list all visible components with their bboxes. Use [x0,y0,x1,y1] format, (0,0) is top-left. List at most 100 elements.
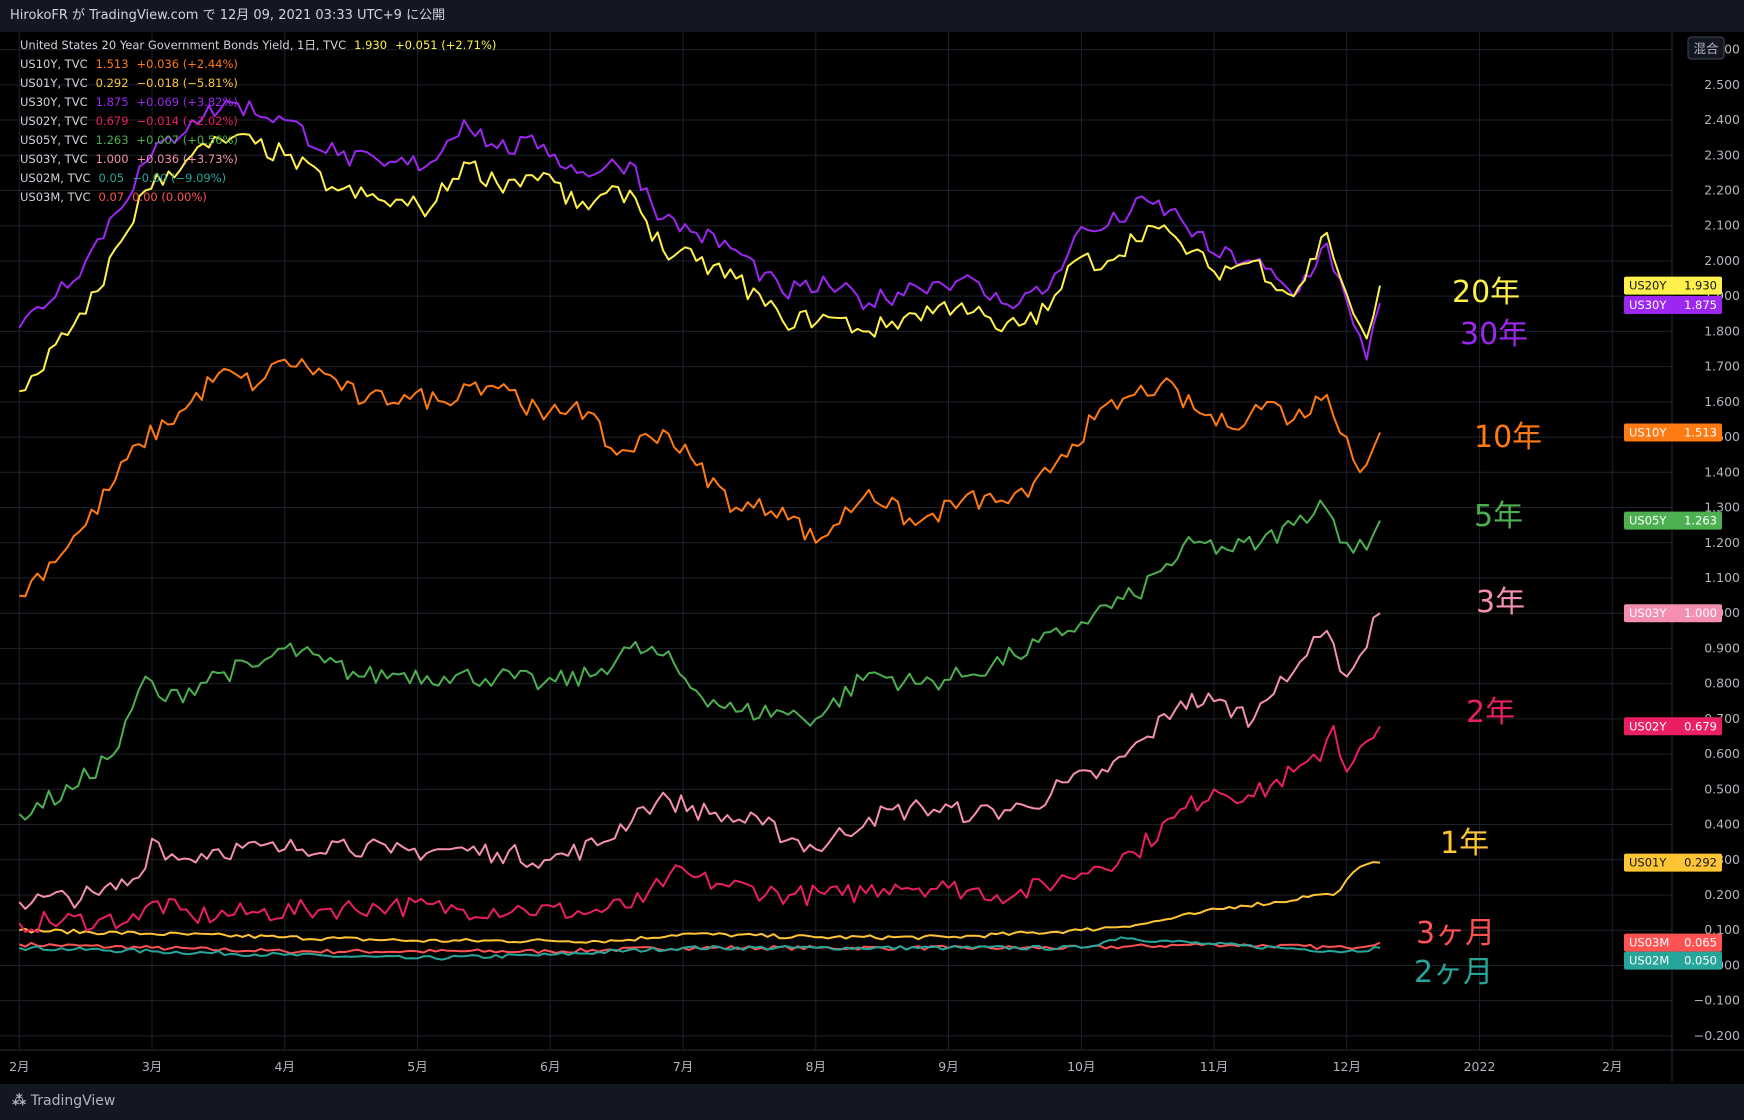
badge-value: 0.679 [1684,719,1717,733]
x-tick-label: 3月 [142,1059,162,1074]
tradingview-brand: TradingView [30,1093,116,1109]
annotation-us20y: 20年 [1452,275,1520,310]
y-tick-label: 1.600 [1704,394,1740,409]
x-tick-label: 6月 [540,1059,560,1074]
series-line-us03y [18,612,1381,910]
x-tick-label: 9月 [938,1059,958,1074]
badge-value: 1.263 [1684,514,1717,528]
x-tick-label: 2月 [9,1059,29,1074]
legend-row: US10Y, TVC 1.513 +0.036 (+2.44%) [20,57,238,71]
y-tick-label: −0.200 [1694,1028,1740,1043]
x-tick-label: 2月 [1602,1059,1622,1074]
y-tick-label: 2.100 [1704,218,1740,233]
price-badge-us03m: US03M 0.065 [1624,933,1722,952]
x-tick-label: 10月 [1067,1059,1095,1074]
annotation-us03m: 3ヶ月 [1416,916,1495,951]
legend-change: +0.007 (+0.56%) [137,133,238,147]
legend-row: US01Y, TVC 0.292 −0.018 (−5.81%) [20,76,238,90]
badge-symbol: US05Y [1629,514,1667,528]
price-badge-us05y: US05Y 1.263 [1624,511,1722,530]
annotation-us02m: 2ヶ月 [1414,955,1493,990]
legend-symbol: US05Y, TVC [20,133,88,147]
legend-symbol: US30Y, TVC [20,95,88,109]
legend-value: 0.679 [96,114,129,128]
price-badges: US20Y 1.930 US30Y 1.875 US10Y 1.513 US05Y 1.263… [1624,276,1722,970]
y-tick-label: 2.000 [1704,253,1740,268]
x-tick-label: 5月 [407,1059,427,1074]
legend-value: 1.930 [354,38,387,52]
legend-value: 1.513 [96,57,129,71]
legend: United States 20 Year Government Bonds Y… [20,38,496,204]
annotation-us30y: 30年 [1460,317,1528,352]
badge-symbol: US30Y [1629,298,1667,312]
legend-value: 1.000 [96,152,129,166]
y-tick-label: 2.300 [1704,147,1740,162]
legend-value: 0.292 [96,76,129,90]
legend-row: US03M, TVC 0.07 0.00 (0.00%) [20,190,207,204]
y-tick-label: 1.100 [1704,570,1740,585]
y-tick-label: 2.500 [1704,77,1740,92]
legend-change: +0.069 (+3.82%) [137,95,238,109]
y-tick-label: 0.100 [1704,922,1740,937]
legend-value: 0.07 [99,190,125,204]
tradingview-logo-icon: ⁂ [12,1093,27,1109]
y-tick-label: 2.200 [1704,183,1740,198]
scale-mode-button[interactable]: 混合 [1687,36,1725,60]
x-axis: 2月 3月 4月 5月 6月 7月 8月 9月 10月 11月 12月 2022 2月 [9,1059,1622,1074]
legend-row: US05Y, TVC 1.263 +0.007 (+0.56%) [20,133,238,147]
series-line-us20y [19,133,1381,393]
legend-symbol: US02M, TVC [20,171,91,185]
legend-value: 1.875 [96,95,129,109]
legend-change: 0.00 (0.00%) [132,190,207,204]
y-tick-label: 1.300 [1704,500,1740,515]
price-badge-us10y: US10Y 1.513 [1624,423,1722,442]
badge-symbol: US02M [1629,954,1669,968]
y-tick-label: 1.400 [1704,464,1740,479]
footer: ⁂ TradingView [0,1084,1744,1120]
legend-change: +0.036 (+2.44%) [137,57,238,71]
annotation-us02y: 2年 [1466,695,1515,730]
annotation-us10y: 10年 [1474,420,1542,455]
x-tick-label: 11月 [1200,1059,1228,1074]
y-tick-label: 0.600 [1704,746,1740,761]
legend-symbol: US02Y, TVC [20,114,88,128]
legend-row: US02Y, TVC 0.679 −0.014 (−2.02%) [20,114,238,128]
legend-symbol: US10Y, TVC [20,57,88,71]
legend-row: US02M, TVC 0.05 −0.00 (−9.09%) [20,171,226,185]
legend-change: −0.00 (−9.09%) [132,171,226,185]
legend-symbol: US01Y, TVC [20,76,88,90]
tradingview-logo[interactable]: ⁂ TradingView [12,1093,115,1109]
x-tick-label: 7月 [673,1059,693,1074]
price-badge-us01y: US01Y 0.292 [1624,853,1722,872]
y-tick-label: 0.800 [1704,676,1740,691]
legend-symbol: US03M, TVC [20,190,91,204]
badge-symbol: US02Y [1629,719,1667,733]
x-tick-label: 8月 [806,1059,826,1074]
y-tick-label: 0.400 [1704,817,1740,832]
series-line-us05y [18,499,1381,821]
legend-symbol: United States 20 Year Government Bonds Y… [20,38,346,52]
series-line-us01y [19,861,1381,944]
badge-symbol: US20Y [1629,279,1667,293]
legend-value: 1.263 [96,133,129,147]
series-line-us10y [19,358,1381,598]
price-badge-us03y: US03Y 1.000 [1624,604,1722,623]
annotation-us05y: 5年 [1474,499,1523,534]
badge-value: 1.930 [1684,279,1717,293]
annotations: 20年 30年 10年 5年 3年 2年 1年 3ヶ月 2ヶ月 [1414,275,1542,990]
badge-symbol: US01Y [1629,856,1667,870]
y-tick-label: −0.100 [1694,993,1740,1008]
badge-value: 1.513 [1684,426,1717,440]
badge-value: 1.000 [1684,606,1717,620]
legend-row: US30Y, TVC 1.875 +0.069 (+3.82%) [20,95,238,109]
legend-change: +0.051 (+2.71%) [395,38,496,52]
y-tick-label: 1.800 [1704,323,1740,338]
price-badge-us02y: US02Y 0.679 [1624,717,1722,736]
annotation-us03y: 3年 [1476,585,1525,620]
y-tick-label: 0.900 [1704,640,1740,655]
y-axis: 2.6002.5002.4002.3002.2002.1002.0001.900… [1694,42,1740,1043]
legend-change: −0.014 (−2.02%) [137,114,238,128]
badge-value: 1.875 [1684,298,1717,312]
series-line-us02y [18,724,1381,934]
